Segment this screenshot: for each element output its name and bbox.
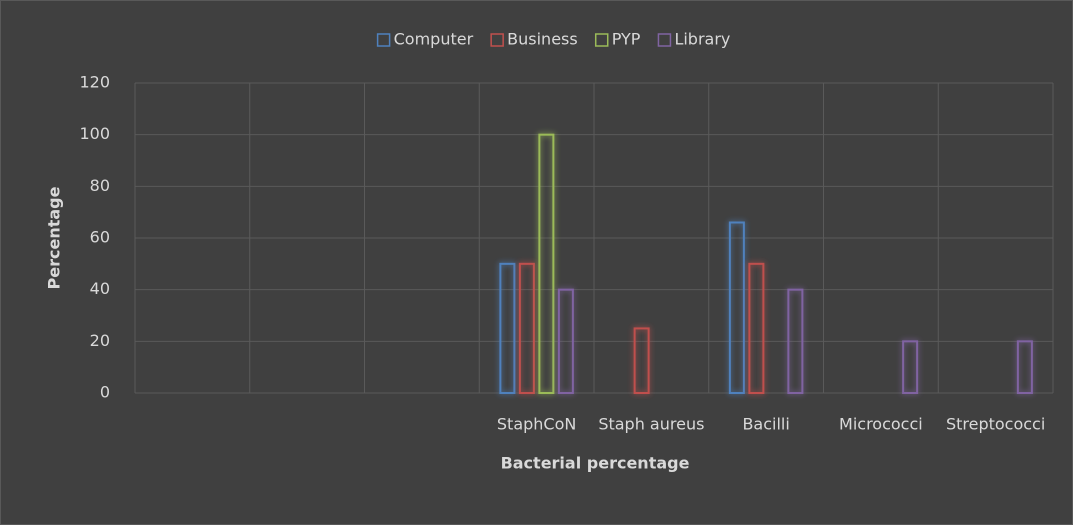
bar xyxy=(557,288,574,394)
x-axis-title: Bacterial percentage xyxy=(501,454,690,473)
legend-label: Computer xyxy=(394,30,474,49)
bar xyxy=(518,262,535,395)
legend-swatch xyxy=(490,33,504,47)
legend-label: Library xyxy=(674,30,730,49)
legend-swatch xyxy=(594,33,609,47)
bar xyxy=(728,221,745,394)
bar xyxy=(538,133,555,395)
legend-label: PYP xyxy=(612,30,641,49)
bar xyxy=(633,327,650,394)
x-tick-label: Staph aureus xyxy=(598,415,704,434)
y-tick-label: 100 xyxy=(79,124,110,143)
y-tick-label: 0 xyxy=(100,383,110,402)
y-tick-label: 120 xyxy=(79,73,110,92)
bar xyxy=(902,340,919,395)
x-tick-label: StaphCoN xyxy=(497,415,576,434)
bar xyxy=(748,262,765,395)
legend-swatch xyxy=(376,33,391,47)
bar xyxy=(1016,340,1033,395)
bar xyxy=(787,288,804,394)
x-tick-label: Micrococci xyxy=(839,415,923,434)
legend-label: Business xyxy=(507,30,578,49)
x-tick-label: Streptococci xyxy=(946,415,1045,434)
legend-swatch xyxy=(657,33,672,47)
bar xyxy=(499,262,516,395)
y-tick-label: 40 xyxy=(90,279,110,298)
y-axis-title: Percentage xyxy=(45,186,64,289)
y-tick-label: 60 xyxy=(90,228,110,247)
y-tick-label: 80 xyxy=(90,176,110,195)
y-tick-label: 20 xyxy=(90,331,110,350)
x-tick-label: Bacilli xyxy=(742,415,789,434)
